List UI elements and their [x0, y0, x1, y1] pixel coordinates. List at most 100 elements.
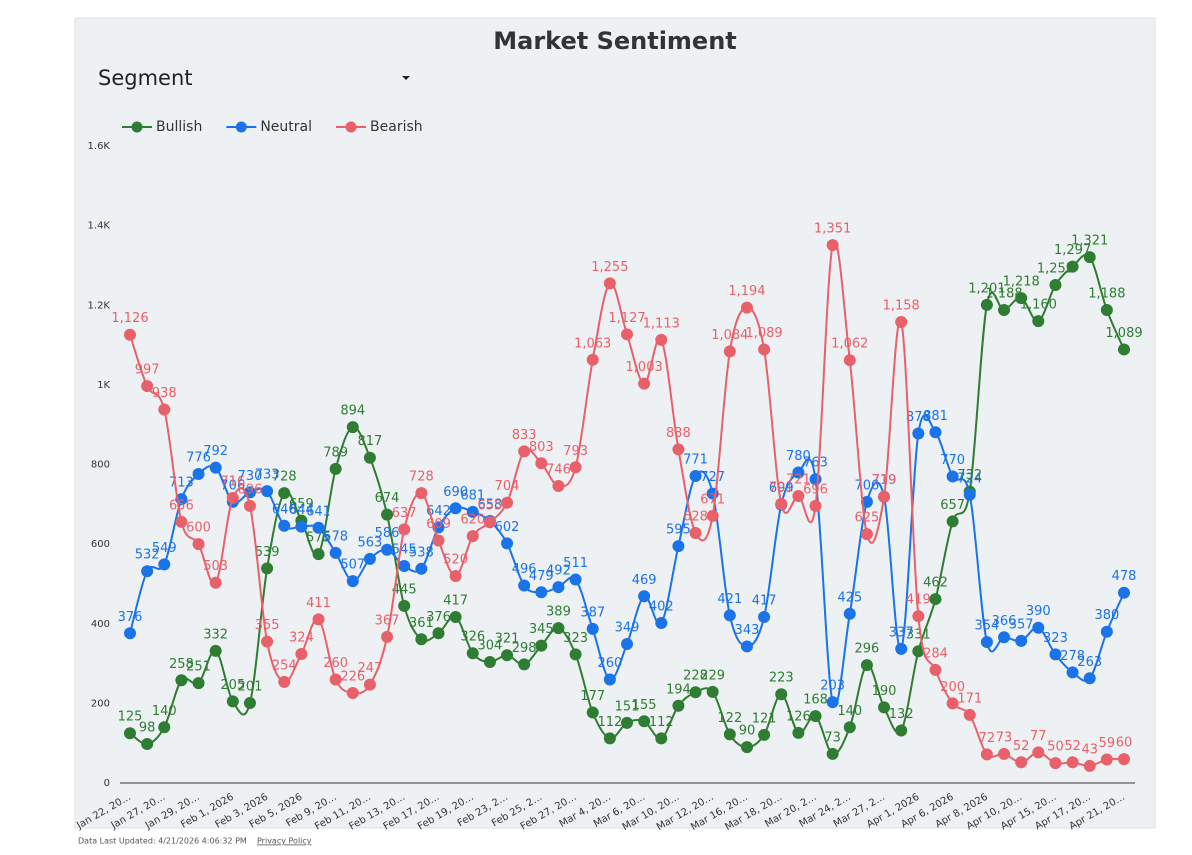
point: [775, 688, 788, 701]
point: [1118, 586, 1130, 599]
data-label: 469: [632, 573, 657, 588]
data-label: 260: [323, 656, 348, 671]
data-label: 462: [923, 576, 948, 591]
dropdown-label[interactable]: Segment: [98, 66, 193, 90]
data-label: 938: [152, 386, 177, 401]
data-label: 417: [443, 593, 468, 608]
data-label: 1,188: [1088, 287, 1125, 302]
y-tick-label: 200: [91, 698, 110, 709]
data-label: 637: [392, 506, 417, 521]
y-tick-label: 1.6K: [88, 141, 111, 152]
point: [843, 721, 856, 734]
point: [466, 647, 479, 660]
data-label: 247: [358, 661, 383, 676]
point: [432, 534, 445, 547]
data-label: 770: [940, 453, 965, 468]
point: [226, 491, 239, 504]
data-label: 586: [375, 526, 400, 541]
point: [158, 721, 171, 734]
data-label: 1,255: [591, 260, 628, 275]
data-label: 125: [118, 710, 143, 725]
data-label: 151: [615, 699, 640, 714]
point: [501, 496, 514, 509]
data-label: 690: [443, 485, 468, 500]
point: [466, 530, 479, 543]
data-label: 696: [238, 482, 263, 497]
data-label: 73: [824, 730, 841, 745]
data-label: 1,126: [111, 311, 148, 326]
point: [1066, 666, 1079, 679]
data-label: 355: [255, 618, 280, 633]
data-label: 419: [906, 593, 931, 608]
point: [552, 479, 565, 492]
data-label: 361: [409, 616, 434, 631]
point: [346, 687, 359, 700]
data-label: 704: [495, 479, 520, 494]
legend-label: Bullish: [156, 119, 202, 135]
data-label: 112: [649, 715, 674, 730]
data-label: 789: [323, 445, 348, 460]
point: [638, 590, 651, 603]
data-label: 251: [186, 660, 211, 675]
data-label: 194: [666, 682, 691, 697]
point: [209, 644, 222, 657]
point: [398, 599, 411, 612]
data-label: 323: [1043, 631, 1068, 646]
point: [381, 508, 394, 521]
data-label: 1,063: [574, 336, 611, 351]
dropdown[interactable]: Segment: [98, 66, 410, 90]
data-label: 658: [477, 498, 502, 513]
point: [912, 645, 925, 658]
data-label: 620: [460, 513, 485, 528]
data-label: 1,084: [711, 328, 748, 343]
data-label: 177: [580, 689, 605, 704]
point: [586, 353, 599, 366]
data-label: 1,089: [1105, 326, 1142, 341]
data-label: 696: [803, 482, 828, 497]
point: [381, 630, 394, 643]
privacy-link[interactable]: Privacy Policy: [257, 837, 312, 846]
point: [998, 747, 1011, 760]
dropdown-arrow[interactable]: [402, 76, 410, 80]
data-label: 376: [426, 610, 451, 625]
data-label: 507: [340, 558, 365, 573]
point: [689, 526, 702, 539]
point: [621, 638, 633, 651]
data-label: 389: [546, 605, 571, 620]
point: [363, 552, 376, 565]
data-label: 881: [923, 409, 948, 424]
data-label: 337: [889, 625, 914, 640]
data-label: 43: [1081, 742, 1098, 757]
point: [895, 724, 908, 737]
data-label: 1,351: [814, 222, 851, 237]
point: [312, 521, 325, 534]
data-label: 803: [529, 440, 554, 455]
point: [449, 610, 462, 623]
point: [586, 706, 599, 719]
point: [672, 699, 685, 712]
chart-title: Market Sentiment: [493, 27, 737, 55]
data-label: 168: [803, 693, 828, 708]
point: [1066, 260, 1079, 273]
point: [792, 726, 805, 739]
data-label: 52: [1064, 739, 1081, 754]
data-label: 1,251: [1037, 261, 1074, 276]
point: [158, 558, 171, 571]
point: [860, 659, 873, 672]
data-label: 1,158: [883, 298, 920, 313]
y-tick-label: 1K: [97, 380, 110, 391]
data-label: 155: [632, 698, 657, 713]
point: [912, 610, 925, 623]
point: [329, 462, 342, 475]
data-label: 121: [752, 711, 777, 726]
data-label: 479: [529, 569, 554, 584]
data-label: 724: [957, 471, 982, 486]
point: [1015, 634, 1028, 647]
point: [483, 516, 496, 529]
data-label: 1,297: [1054, 243, 1091, 258]
data-label: 298: [512, 641, 537, 656]
data-label: 402: [649, 599, 674, 614]
legend-marker: [235, 121, 247, 133]
data-label: 354: [974, 619, 999, 634]
data-label: 763: [803, 456, 828, 471]
